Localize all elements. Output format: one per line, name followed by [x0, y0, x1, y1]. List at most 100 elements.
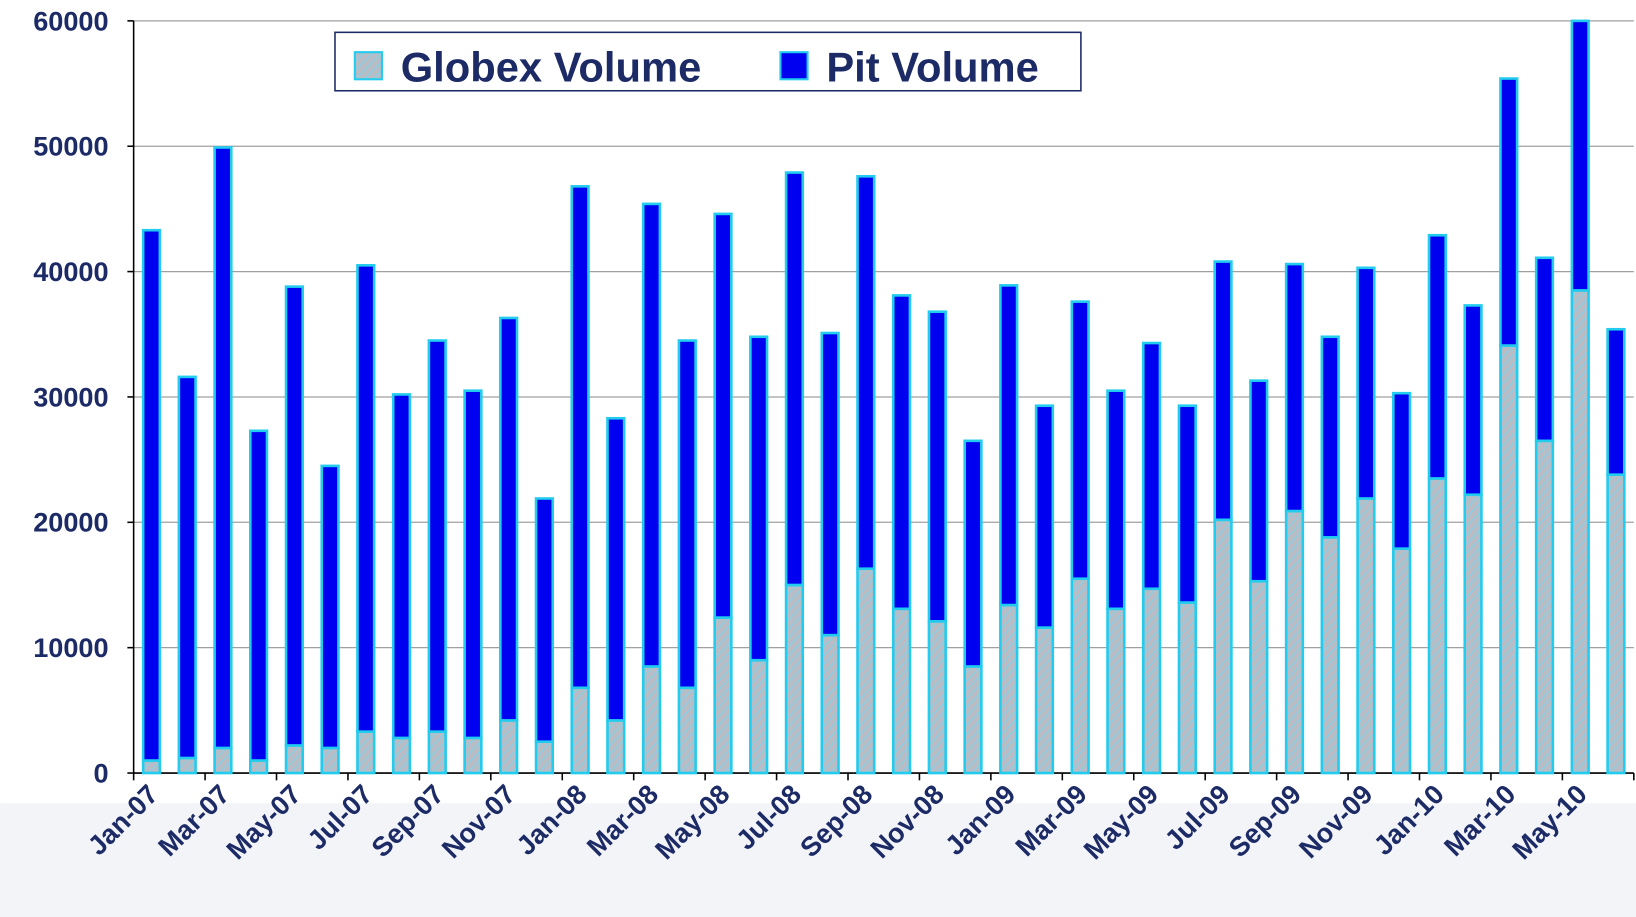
- bar-segment: [1463, 304, 1483, 497]
- bar-segment: [999, 603, 1019, 775]
- bar-segment: [463, 389, 483, 740]
- legend-label: Pit Volume: [826, 43, 1039, 90]
- bar-segment: [713, 212, 733, 619]
- bar-segment: [249, 759, 269, 775]
- bar-segment: [391, 736, 412, 775]
- bar-segment: [1106, 389, 1126, 611]
- bar-segment: [856, 567, 876, 775]
- bar-segment: [1427, 477, 1448, 775]
- bar-segment: [427, 730, 447, 775]
- bar-segment: [284, 285, 305, 747]
- bar-segment: [177, 375, 197, 760]
- bar-segment: [1391, 391, 1412, 550]
- bar-segment: [677, 339, 697, 690]
- y-tick-label: 20000: [33, 507, 108, 538]
- bar-segment: [820, 633, 840, 775]
- bar-segment: [1427, 233, 1448, 480]
- legend-label: Globex Volume: [401, 43, 702, 90]
- bar-segment: [891, 607, 912, 775]
- bar-segment: [284, 744, 305, 775]
- legend: Globex Volume Pit Volume: [334, 31, 1082, 92]
- bar-segment: [963, 665, 983, 775]
- bar-segment: [427, 339, 447, 733]
- bar-segment: [677, 686, 697, 775]
- bar-segment: [463, 736, 483, 775]
- bar-segment: [1141, 587, 1162, 775]
- bar-segment: [570, 185, 590, 690]
- bar-segment: [391, 393, 412, 740]
- bar-segment: [1249, 579, 1269, 775]
- bar-segment: [1070, 577, 1090, 775]
- bar-segment: [534, 497, 555, 743]
- bar-segment: [1534, 439, 1555, 775]
- bar-segment: [320, 746, 340, 775]
- bar-segment: [1284, 262, 1305, 513]
- y-tick-label: 30000: [33, 381, 108, 412]
- bar-segment: [1606, 327, 1626, 476]
- legend-box: [334, 31, 1082, 92]
- bar-segment: [1034, 404, 1055, 629]
- y-tick-label: 40000: [33, 256, 108, 287]
- bar-segment: [927, 620, 947, 775]
- y-tick-label: 50000: [33, 131, 108, 162]
- bar-segment: [1177, 404, 1197, 604]
- bar-segment: [356, 730, 376, 775]
- bar-segment: [1213, 260, 1233, 522]
- bar-segment: [1070, 300, 1090, 581]
- bar-segment: [641, 665, 662, 775]
- bar-segment: [641, 202, 662, 668]
- bar-segment: [141, 228, 162, 762]
- bar-segment: [713, 616, 733, 775]
- bar-segment: [141, 759, 162, 775]
- bar-segment: [1249, 379, 1269, 583]
- bar-segment: [891, 294, 912, 611]
- bar-segment: [499, 719, 519, 775]
- bar-segment: [1141, 341, 1162, 591]
- bar-segment: [1570, 289, 1590, 775]
- bar-segment: [1499, 344, 1519, 775]
- bar-segment: [784, 583, 805, 775]
- bar-segment: [1356, 497, 1376, 775]
- y-tick-label: 0: [94, 757, 109, 788]
- y-tick-label: 10000: [33, 632, 108, 663]
- bar-segment: [1570, 19, 1590, 292]
- bar-segment: [356, 264, 376, 733]
- bar-segment: [749, 335, 769, 662]
- bar-segment: [927, 310, 947, 623]
- bar-segment: [1499, 77, 1519, 347]
- bar-segment: [606, 719, 626, 775]
- bar-segment: [1463, 493, 1483, 775]
- legend-swatch: [779, 51, 809, 81]
- bar-segment: [249, 429, 269, 762]
- bar-segment: [1106, 607, 1126, 775]
- legend-swatch: [353, 51, 383, 81]
- bar-segment: [1213, 518, 1233, 775]
- bar-segment: [213, 146, 233, 750]
- bar-segment: [963, 439, 983, 668]
- bar-segment: [1356, 266, 1376, 500]
- bar-segment: [213, 746, 233, 775]
- bar-segment: [856, 175, 876, 570]
- bar-segment: [1534, 256, 1555, 443]
- bar-segment: [820, 331, 840, 637]
- bar-segment: [1320, 536, 1340, 775]
- bar-segment: [1606, 473, 1626, 775]
- bar-segment: [499, 316, 519, 722]
- bar-segment: [749, 658, 769, 775]
- bar-segment: [1391, 547, 1412, 775]
- bar-segment: [999, 284, 1019, 607]
- y-tick-label: 60000: [33, 5, 108, 36]
- bar-segment: [606, 416, 626, 722]
- bar-segment: [1034, 626, 1055, 775]
- bar-segment: [320, 464, 340, 750]
- bar-segment: [1284, 509, 1305, 775]
- bar-segment: [1177, 601, 1197, 775]
- background-band: [0, 803, 1636, 917]
- bar-segment: [784, 171, 805, 587]
- bar-segment: [177, 756, 197, 775]
- bar-segment: [1320, 335, 1340, 539]
- bar-segment: [570, 686, 590, 775]
- bar-segment: [534, 740, 555, 775]
